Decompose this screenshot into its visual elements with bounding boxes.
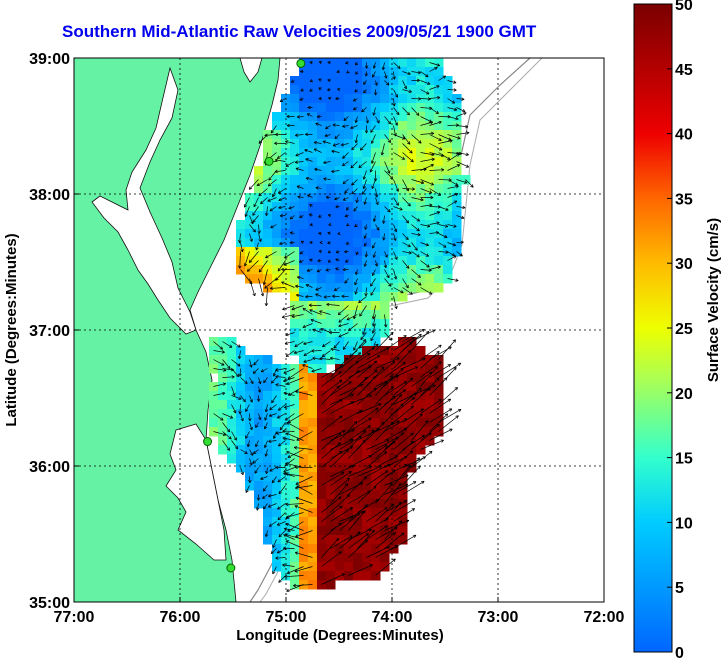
colorbar-tick-label: 10	[675, 515, 693, 532]
station-marker	[226, 563, 236, 573]
y-axis-ticks: 39:00 38:00 37:00 36:00 35:00	[29, 51, 79, 612]
station-marker	[296, 58, 306, 68]
map-layer	[74, 58, 604, 602]
colorbar-tick-label: 40	[675, 127, 693, 144]
x-axis-label: Longitude (Degrees:Minutes)	[236, 627, 444, 644]
y-axis-label: Latitude (Degrees:Minutes)	[3, 233, 20, 426]
x-tick-label: 75:00	[266, 609, 307, 626]
colorbar-tick-label: 15	[675, 451, 693, 468]
colorbar-tick-label: 45	[675, 62, 693, 79]
delaware-bay	[239, 58, 263, 83]
colorbar-ticks: 0 5 10 15 20 25 30 35 40 45 50	[667, 0, 693, 659]
colorbar-label: Surface Velocity (cm/s)	[705, 218, 722, 382]
y-tick-label: 38:00	[29, 187, 70, 204]
grid	[74, 58, 604, 602]
chesapeake-bay	[91, 66, 197, 335]
colorbar-tick-label: 50	[675, 0, 693, 14]
colorbar-tick-label: 20	[675, 386, 693, 403]
x-tick-label: 76:00	[160, 609, 201, 626]
y-tick-label: 36:00	[29, 459, 70, 476]
colorbar	[633, 3, 673, 653]
x-tick-label: 73:00	[478, 609, 519, 626]
colorbar-tick-label: 35	[675, 191, 693, 208]
x-tick-label: 77:00	[54, 609, 95, 626]
x-tick-label: 72:00	[584, 609, 625, 626]
colorbar-tick-label: 5	[675, 580, 684, 597]
pamlico-sound	[165, 423, 227, 561]
radar-stations	[203, 58, 306, 573]
y-tick-label: 35:00	[29, 595, 70, 612]
y-tick-label: 39:00	[29, 51, 70, 68]
colorbar-tick-label: 30	[675, 256, 693, 273]
station-marker	[203, 437, 213, 447]
station-marker	[264, 156, 274, 166]
colorbar-tick-label: 25	[675, 321, 693, 338]
plot-title: Southern Mid-Atlantic Raw Velocities 200…	[62, 22, 537, 41]
colorbar-tick-label: 0	[675, 645, 684, 659]
velocity-vectors	[213, 60, 474, 593]
x-axis-ticks: 77:00 76:00 75:00 74:00 73:00 72:00	[54, 597, 625, 626]
x-tick-label: 74:00	[372, 609, 413, 626]
y-tick-label: 37:00	[29, 323, 70, 340]
